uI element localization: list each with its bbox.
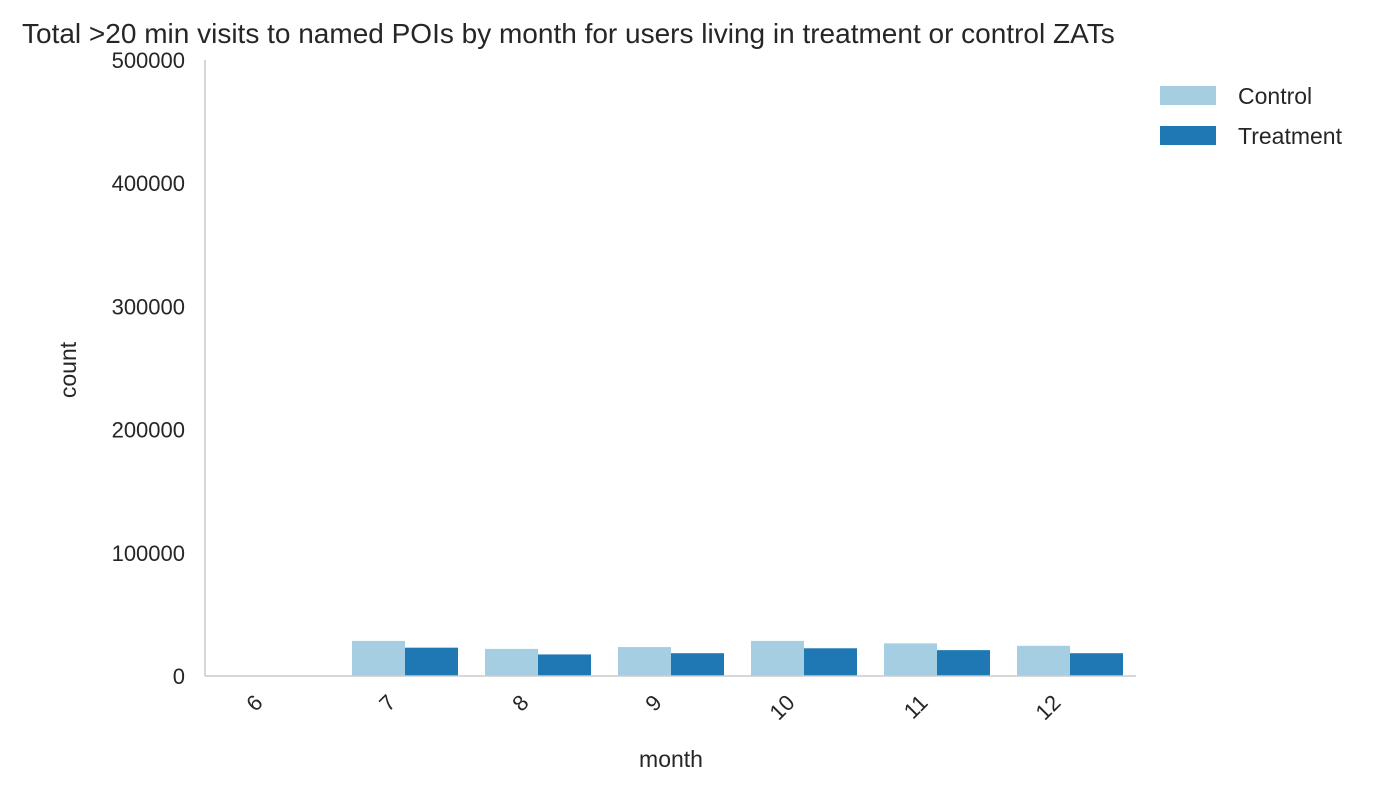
y-tick-label: 400000 <box>112 171 185 196</box>
x-axis-ticks: 6 7 8 9 10 11 12 <box>241 690 1065 725</box>
bar-control-month-10 <box>751 640 804 676</box>
y-tick-label: 500000 <box>112 48 185 73</box>
legend-label-treatment: Treatment <box>1238 123 1343 149</box>
bar-treatment-month-7 <box>405 647 458 676</box>
x-tick-label: 9 <box>640 690 666 716</box>
bar-control-month-7 <box>352 640 405 676</box>
y-tick-label: 300000 <box>112 294 185 319</box>
bar-treatment-month-10 <box>804 648 857 676</box>
bar-control-month-12 <box>1017 645 1070 676</box>
bars-group <box>352 640 1123 676</box>
bar-control-month-9 <box>618 647 671 676</box>
x-tick-label: 11 <box>899 690 933 724</box>
legend-swatch-treatment <box>1160 126 1216 145</box>
y-axis-label: count <box>55 341 81 398</box>
legend-swatch-control <box>1160 86 1216 105</box>
x-tick-label: 12 <box>1031 690 1066 725</box>
x-tick-label: 6 <box>241 690 267 716</box>
bar-treatment-month-11 <box>937 650 990 676</box>
legend: Control Treatment <box>1160 83 1343 149</box>
bar-treatment-month-12 <box>1070 653 1123 676</box>
x-tick-label: 7 <box>374 690 400 716</box>
y-tick-label: 200000 <box>112 418 185 443</box>
x-tick-label: 10 <box>765 690 800 725</box>
bar-control-month-8 <box>485 648 538 676</box>
legend-label-control: Control <box>1238 83 1312 109</box>
y-tick-label: 100000 <box>112 541 185 566</box>
bar-treatment-month-9 <box>671 653 724 676</box>
x-tick-label: 8 <box>507 690 533 716</box>
y-axis-ticks: 0 100000 200000 300000 400000 500000 <box>112 48 185 689</box>
bar-control-month-11 <box>884 643 937 676</box>
bar-treatment-month-8 <box>538 654 591 676</box>
chart-title: Total >20 min visits to named POIs by mo… <box>22 18 1115 49</box>
y-tick-label: 0 <box>173 664 185 689</box>
x-axis-label: month <box>639 746 703 772</box>
